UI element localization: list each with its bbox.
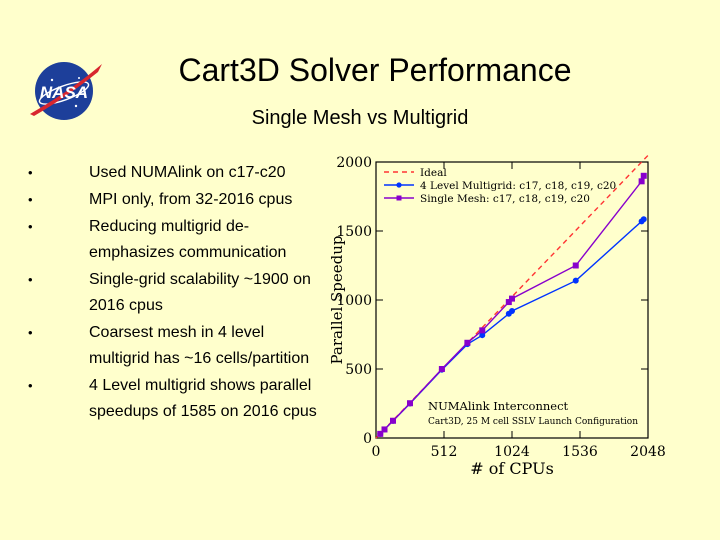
bullet-item: • Coarsest mesh in 4 level multigrid has … [28, 320, 328, 372]
bullet-dot: • [28, 165, 33, 180]
bullet-text: 4 Level multigrid shows parallel speedup… [89, 377, 317, 420]
logo-star [78, 77, 80, 79]
x-tick-label: 1024 [494, 444, 530, 460]
logo-star [50, 78, 54, 82]
logo-vector [30, 64, 102, 116]
data-point-square [638, 178, 645, 185]
legend-label: Ideal [420, 167, 447, 179]
series-line-2 [379, 175, 645, 435]
data-point-circle [479, 332, 486, 339]
nasa-logo: NASA [30, 62, 102, 120]
legend-marker [396, 182, 402, 188]
logo-star [74, 104, 78, 108]
data-point-square [640, 172, 647, 179]
logo-wordmark: NASA [40, 83, 88, 102]
y-tick-label: 2000 [336, 155, 372, 171]
data-point-circle [572, 277, 579, 284]
y-tick-label: 500 [345, 362, 372, 378]
data-point-square [572, 262, 579, 269]
data-point-square [509, 295, 515, 302]
y-axis-label: Parallel Speedup [328, 235, 346, 364]
data-point-square [390, 417, 396, 424]
data-point-square [407, 400, 413, 407]
bullet-item: • Used NUMAlink on c17-c20 [28, 160, 328, 186]
bullet-text: Reducing multigrid de-emphasizes communi… [89, 218, 287, 261]
chart-annotation-sub: Cart3D, 25 M cell SSLV Launch Configurat… [428, 417, 638, 427]
data-point-square [381, 426, 388, 433]
y-tick-label: 0 [363, 431, 372, 447]
legend-label: 4 Level Multigrid: c17, c18, c19, c20 [420, 180, 616, 192]
data-point-square [505, 299, 512, 306]
bullet-text: Coarsest mesh in 4 level multigrid has ~… [89, 324, 310, 367]
data-point-circle [509, 308, 515, 315]
data-point-square [464, 339, 471, 346]
speedup-chart: 0 512 1024 1536 2048 0 500 1000 1500 2000 # of CPU… [328, 154, 666, 478]
bullet-text: Single-grid scalability ~1900 on 2016 cp… [89, 271, 311, 314]
slide-title: Cart3D Solver Performance [178, 52, 572, 88]
y-tick-label: 1500 [336, 224, 372, 240]
x-tick-label: 1536 [562, 444, 598, 460]
slide-subtitle: Single Mesh vs Multigrid [251, 107, 469, 129]
bullet-dot: • [28, 325, 33, 340]
bullet-text: MPI only, from 32-2016 cpus [89, 191, 293, 208]
chart-annotation: NUMAlink Interconnect [428, 399, 569, 413]
bullet-dot: • [28, 192, 33, 207]
data-point-square [377, 430, 384, 437]
bullet-dot: • [28, 272, 33, 287]
x-tick-label: 512 [431, 444, 458, 460]
bullet-dot: • [28, 219, 33, 234]
bullet-dot: • [28, 378, 33, 393]
legend-label: Single Mesh: c17, c18, c19, c20 [420, 193, 590, 205]
x-tick-label: 2048 [630, 444, 666, 460]
data-point-square [438, 366, 445, 372]
data-point-square [479, 327, 486, 334]
bullet-list: • Used NUMAlink on c17-c20 • MPI only, fro… [28, 160, 328, 426]
bullet-item: • MPI only, from 32-2016 cpus [28, 187, 328, 213]
bullet-item: • Reducing multigrid de-emphasizes commun… [28, 214, 328, 266]
y-tick-label: 1000 [336, 293, 372, 309]
logo-orbit [38, 81, 90, 105]
bullet-item: • 4 Level multigrid shows parallel speedu… [28, 373, 328, 425]
x-axis-label: # of CPUs [470, 459, 554, 478]
bullet-item: • Single-grid scalability ~1900 on 2016 c… [28, 267, 328, 319]
data-point-circle [640, 216, 647, 223]
legend-marker [396, 195, 402, 201]
x-tick-label: 0 [372, 444, 381, 460]
bullet-text: Used NUMAlink on c17-c20 [89, 164, 286, 181]
